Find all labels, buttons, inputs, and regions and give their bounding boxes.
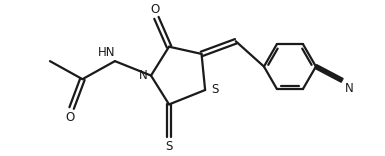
- Text: S: S: [165, 140, 173, 153]
- Text: O: O: [150, 3, 159, 16]
- Text: O: O: [65, 111, 74, 124]
- Text: HN: HN: [97, 46, 115, 59]
- Text: S: S: [212, 83, 219, 97]
- Text: N: N: [345, 82, 353, 95]
- Text: N: N: [139, 69, 148, 82]
